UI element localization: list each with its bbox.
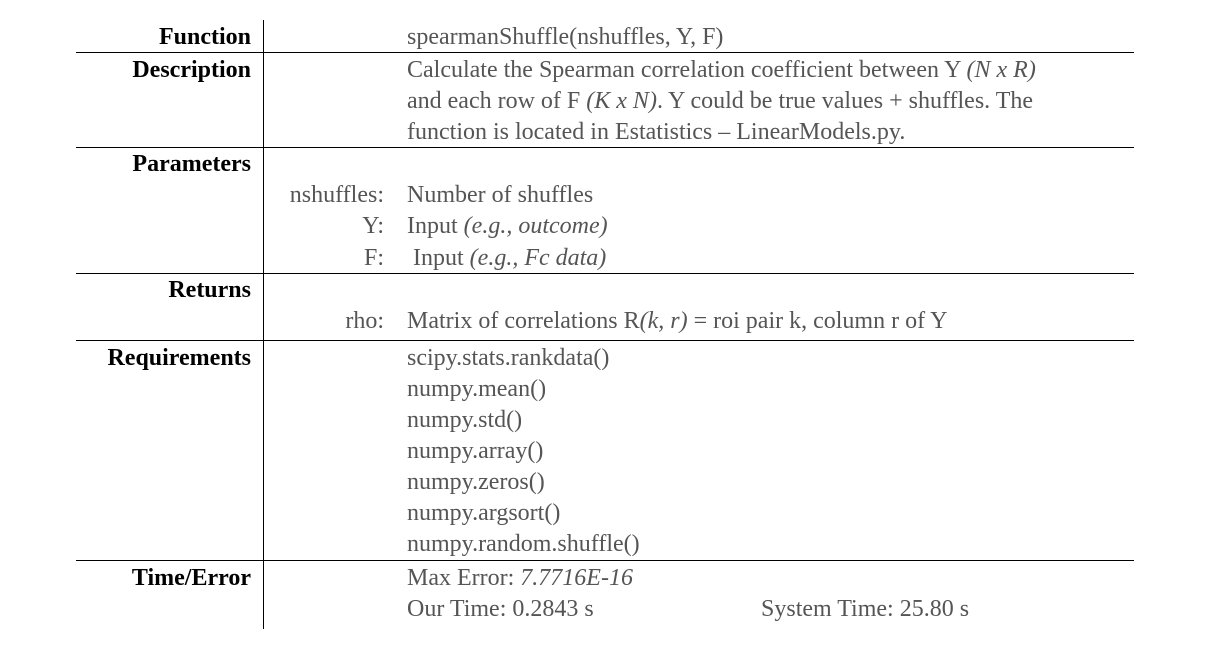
description-segment: Calculate the Spearman correlation coeff… <box>407 57 967 83</box>
label-time-error: Time/Error <box>131 565 251 591</box>
requirement-item: numpy.argsort() <box>407 500 561 526</box>
requirement-item: numpy.zeros() <box>407 469 545 495</box>
return-name: rho: <box>345 308 384 334</box>
column-divider <box>263 20 264 629</box>
row-divider <box>76 560 1134 561</box>
max-error-value: 7.7716E-16 <box>520 565 633 591</box>
label-description: Description <box>132 57 251 83</box>
description-dimension: (K x N) <box>586 88 657 114</box>
requirement-item: numpy.array() <box>407 438 544 464</box>
return-desc-index: (k, r) <box>639 308 688 334</box>
return-desc: Matrix of correlations R(k, r) = roi pai… <box>407 306 948 337</box>
param-desc-text: Input <box>407 213 464 239</box>
function-signature: spearmanShuffle(nshuffles, Y, F) <box>407 24 724 50</box>
requirement-item: numpy.std() <box>407 407 523 433</box>
system-time: System Time: 25.80 s <box>761 596 970 622</box>
description-segment: . Y could be true values + shuffles. The <box>656 88 1034 114</box>
row-divider <box>76 340 1134 341</box>
label-function: Function <box>158 24 251 50</box>
param-desc: Number of shuffles <box>407 180 593 211</box>
label-requirements: Requirements <box>107 345 251 371</box>
requirements-list: scipy.stats.rankdata() numpy.mean() nump… <box>407 343 640 560</box>
return-desc-segment: Matrix of correlations R <box>407 308 640 334</box>
row-divider <box>76 52 1134 53</box>
our-time: Our Time: 0.2843 s <box>407 596 594 622</box>
description-dimension: (N x R) <box>966 57 1036 83</box>
description-line: and each row of F (K x N). Y could be tr… <box>407 86 1134 117</box>
description-line: Calculate the Spearman correlation coeff… <box>407 55 1134 86</box>
description-segment: and each row of F <box>407 88 587 114</box>
param-desc: Input (e.g., outcome) <box>407 211 608 242</box>
param-name: nshuffles: <box>289 182 384 208</box>
requirement-item: numpy.mean() <box>407 376 547 402</box>
param-desc-text: Number of shuffles <box>407 182 594 208</box>
param-name: F: <box>363 245 384 271</box>
description-line: function is located in Estatistics – Lin… <box>407 119 906 145</box>
requirement-item: numpy.random.shuffle() <box>407 531 640 557</box>
max-error: Max Error: 7.7716E-16 <box>407 563 633 594</box>
max-error-label: Max Error: <box>407 565 521 591</box>
param-desc-text: Input <box>407 245 470 271</box>
requirement-item: scipy.stats.rankdata() <box>407 345 610 371</box>
param-note: (e.g., Fc data) <box>469 245 607 271</box>
param-note: (e.g., outcome) <box>463 213 608 239</box>
row-divider <box>76 273 1134 274</box>
param-name: Y: <box>362 213 384 239</box>
label-parameters: Parameters <box>132 151 251 177</box>
return-desc-segment: = roi pair k, column r of Y <box>687 308 948 334</box>
param-desc: Input (e.g., Fc data) <box>407 243 606 274</box>
row-divider <box>76 147 1134 148</box>
description-text: Calculate the Spearman correlation coeff… <box>407 55 1134 148</box>
label-returns: Returns <box>168 277 251 303</box>
